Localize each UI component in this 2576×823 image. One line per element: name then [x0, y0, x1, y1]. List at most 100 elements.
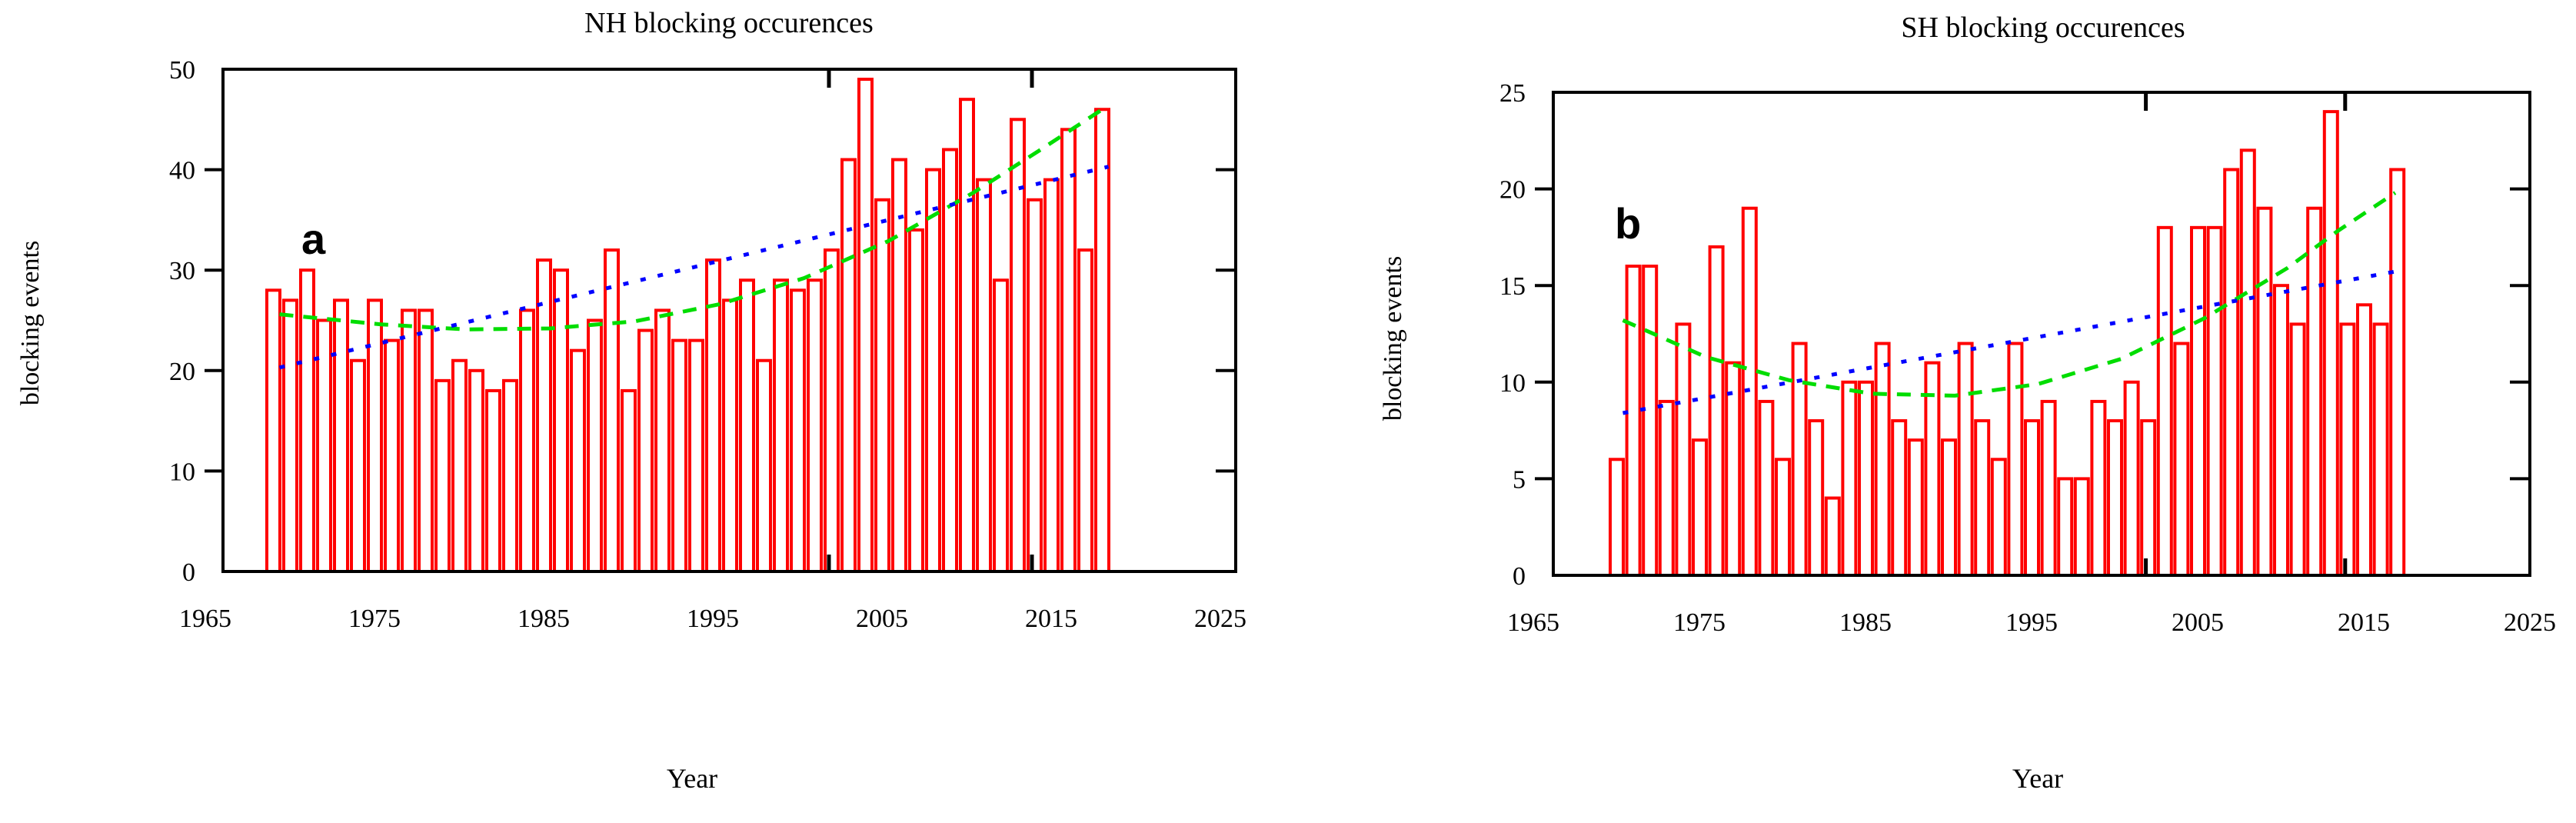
x-tick-label: 1965 [179, 605, 231, 633]
bar-1970 [1609, 458, 1625, 578]
bar-1990 [1941, 438, 1957, 577]
bar-2012 [993, 278, 1009, 573]
x-tick-label: 1975 [1673, 608, 1726, 637]
bar-2008 [2239, 148, 2256, 578]
bar-1985 [1858, 380, 1874, 577]
bar-2005 [2190, 225, 2206, 577]
bar-2004 [2173, 342, 2190, 577]
bar-2012 [2306, 206, 2323, 577]
bar-1972 [316, 318, 332, 573]
bar-1993 [671, 338, 687, 573]
bar-2013 [2322, 110, 2339, 577]
bar-2011 [976, 178, 992, 573]
bar-1984 [519, 308, 535, 573]
bar-2014 [1027, 198, 1043, 573]
bar-1981 [468, 368, 484, 573]
bar-1996 [722, 298, 738, 573]
bar-1992 [1974, 419, 1991, 577]
bar-1999 [2090, 399, 2107, 577]
bar-2016 [2372, 322, 2389, 577]
y-tick-label: 10 [1499, 369, 1526, 398]
x-tick-label: 2015 [1025, 605, 1077, 633]
bar-1994 [2007, 342, 2024, 577]
trend-dashed-green [279, 103, 1110, 332]
bar-1980 [451, 358, 468, 573]
bar-2002 [2140, 419, 2157, 577]
bar-2000 [790, 288, 806, 573]
x-tick-label: 2015 [2338, 608, 2390, 637]
bar-2006 [891, 158, 907, 574]
bar-2002 [824, 248, 840, 573]
y-axis-label-nh: blocking events [16, 240, 45, 406]
bar-2010 [2273, 284, 2289, 577]
bar-1987 [570, 348, 586, 573]
chart-title-nh: NH blocking occurences [584, 7, 874, 39]
bar-2001 [807, 278, 823, 573]
bar-1974 [1675, 322, 1692, 577]
bar-1997 [2057, 477, 2074, 578]
y-tick-label: 10 [169, 458, 195, 486]
bar-1998 [756, 358, 772, 573]
x-tick-label: 1985 [1839, 608, 1892, 637]
y-tick-label: 5 [1513, 465, 1526, 494]
x-tick-label: 1995 [687, 605, 739, 633]
bar-1993 [1990, 458, 2007, 578]
plot-border [221, 68, 1237, 573]
bar-2001 [2123, 380, 2140, 577]
bar-2004 [857, 78, 874, 573]
panel-label-b: b [1615, 199, 1642, 248]
bar-1991 [637, 328, 654, 573]
bar-1987 [1891, 419, 1908, 577]
bar-2006 [2206, 225, 2223, 577]
bar-1991 [1957, 342, 1974, 577]
bar-1998 [2073, 477, 2090, 578]
x-tick-label: 2025 [2504, 608, 2556, 637]
bar-1975 [367, 298, 383, 573]
bar-1984 [1841, 380, 1858, 577]
bar-1982 [485, 388, 501, 574]
bar-1985 [536, 258, 552, 573]
bar-1997 [739, 278, 755, 573]
bar-2016 [1060, 128, 1077, 574]
bar-1980 [1775, 458, 1791, 578]
panel-label-a: a [301, 215, 326, 263]
bar-1994 [688, 338, 704, 573]
bar-1989 [604, 248, 620, 573]
trend-dashed-green [1622, 191, 2397, 398]
bar-2018 [1094, 108, 1110, 574]
x-tick-label: 1995 [2005, 608, 2058, 637]
y-tick-label: 40 [169, 157, 195, 185]
bar-1976 [1708, 245, 1725, 577]
chart-title-sh: SH blocking occurences [1901, 12, 2185, 44]
bar-1986 [1874, 342, 1891, 577]
y-tick-label: 20 [1499, 176, 1526, 205]
bar-1986 [553, 268, 569, 573]
bar-1983 [1824, 496, 1841, 578]
bar-1995 [2024, 419, 2040, 577]
bar-2005 [874, 198, 890, 573]
y-tick-label: 50 [169, 56, 195, 85]
x-axis-label-nh: Year [666, 763, 718, 794]
x-tick-label: 1985 [518, 605, 570, 633]
x-tick-label: 2005 [856, 605, 908, 633]
bar-1979 [1758, 399, 1775, 577]
y-tick-label: 20 [169, 358, 195, 386]
bar-2003 [840, 158, 857, 574]
bar-1988 [1907, 438, 1924, 577]
x-axis-label-sh: Year [2012, 763, 2064, 794]
bar-2007 [908, 228, 924, 573]
x-tick-label: 1965 [1507, 608, 1559, 637]
y-tick-label: 0 [182, 558, 195, 587]
bar-1976 [384, 338, 400, 573]
bar-2009 [2256, 206, 2273, 577]
bar-1975 [1692, 438, 1708, 577]
bar-1990 [621, 388, 637, 574]
bar-1988 [587, 318, 603, 573]
y-tick-label: 0 [1513, 562, 1526, 591]
y-tick-label: 15 [1499, 272, 1526, 301]
bar-1973 [1658, 399, 1675, 577]
bar-1970 [282, 298, 298, 573]
bar-2008 [925, 168, 941, 574]
